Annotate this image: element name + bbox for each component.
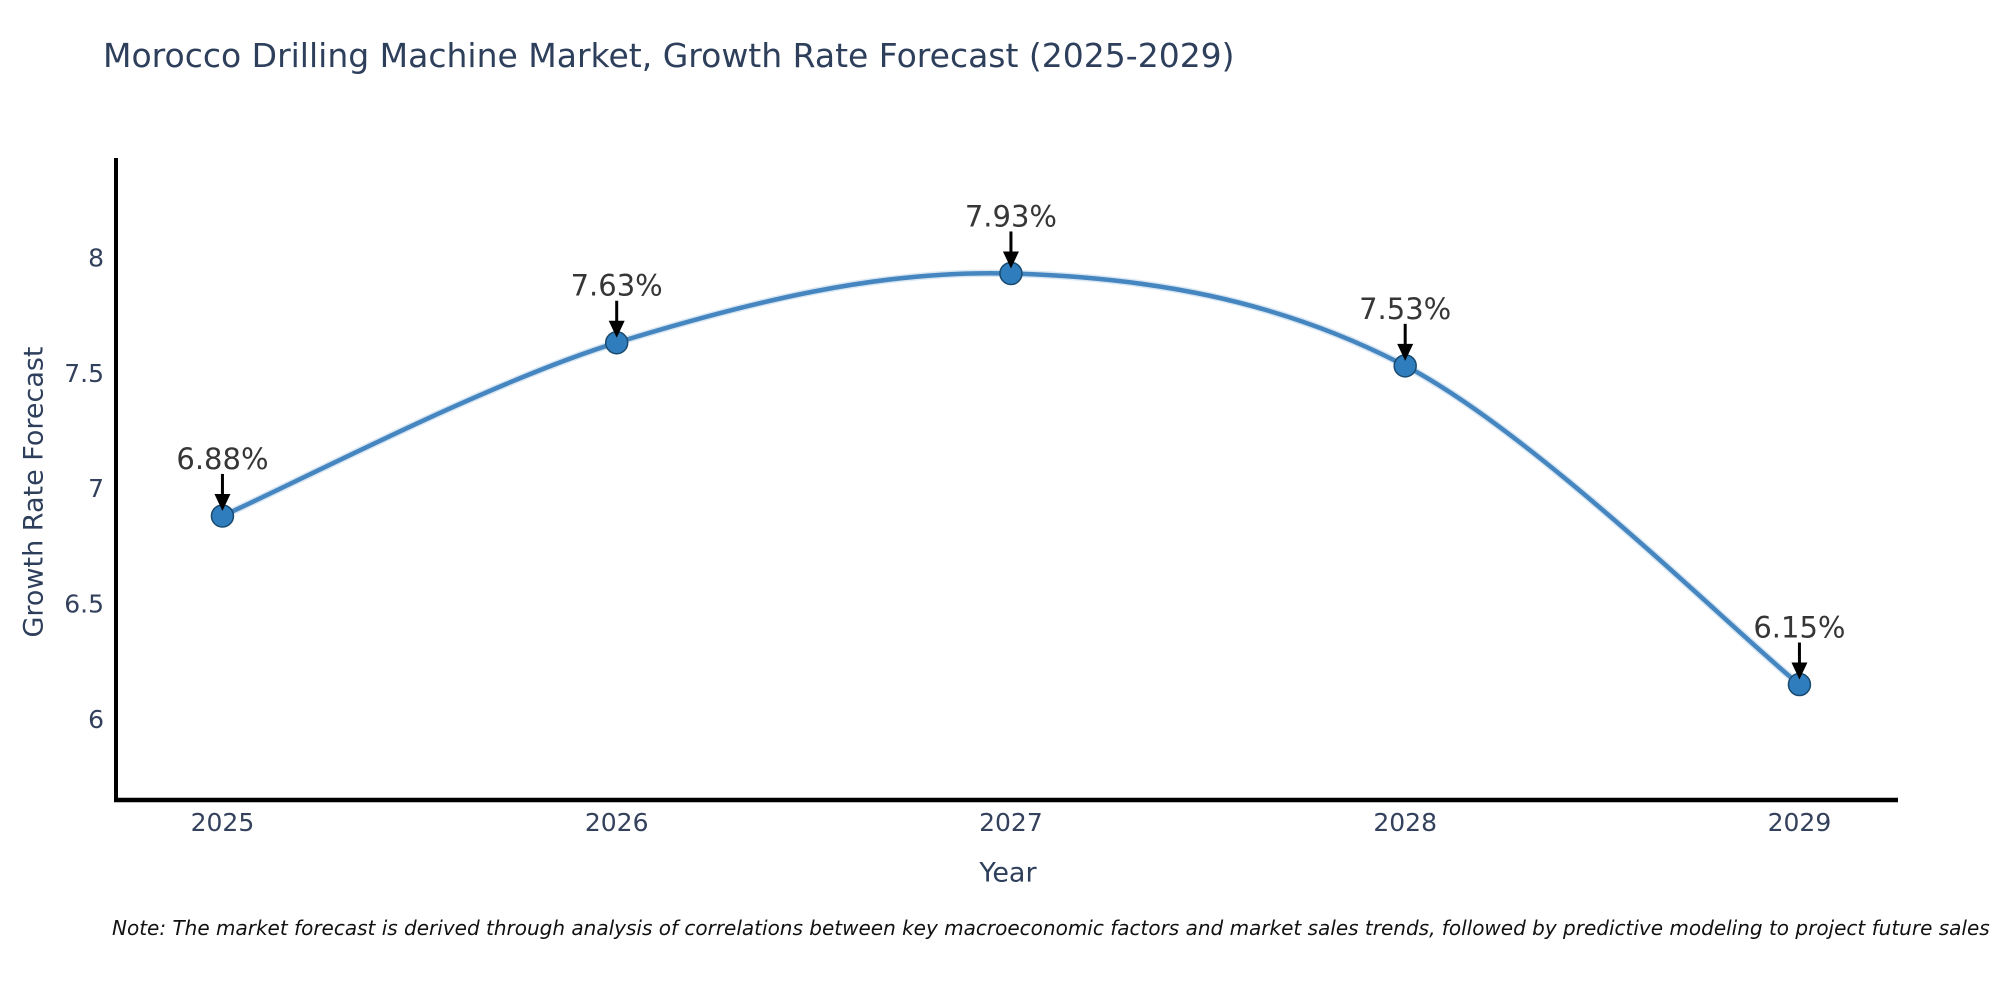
x-tick-label: 2027 bbox=[979, 808, 1043, 837]
line-series bbox=[220, 270, 1802, 687]
y-tick-label: 7 bbox=[88, 474, 104, 503]
annotation-arrowhead bbox=[1397, 343, 1414, 361]
x-tick-label: 2028 bbox=[1373, 808, 1437, 837]
chart-title: Morocco Drilling Machine Market, Growth … bbox=[103, 36, 1235, 75]
point-annotation: 7.53% bbox=[1359, 292, 1451, 326]
y-tick-label: 6.5 bbox=[64, 590, 104, 619]
y-tick-label: 7.5 bbox=[64, 359, 104, 388]
annotation-arrowhead bbox=[1791, 662, 1808, 680]
x-tick-label: 2026 bbox=[585, 808, 649, 837]
point-annotation: 6.88% bbox=[176, 442, 268, 476]
annotation-arrowhead bbox=[608, 320, 625, 338]
annotation-arrowhead bbox=[214, 493, 231, 511]
point-annotation: 6.15% bbox=[1753, 611, 1845, 645]
x-tick-label: 2029 bbox=[1768, 808, 1832, 837]
point-annotation: 7.63% bbox=[571, 269, 663, 303]
x-tick-label: 2025 bbox=[191, 808, 255, 837]
y-tick-label: 8 bbox=[88, 243, 104, 272]
footnote: Note: The market forecast is derived thr… bbox=[112, 916, 1990, 940]
x-axis-title: Year bbox=[979, 857, 1037, 889]
y-tick-label: 6 bbox=[88, 705, 104, 734]
annotation-arrowhead bbox=[1002, 251, 1019, 269]
point-annotation: 7.93% bbox=[965, 199, 1057, 233]
